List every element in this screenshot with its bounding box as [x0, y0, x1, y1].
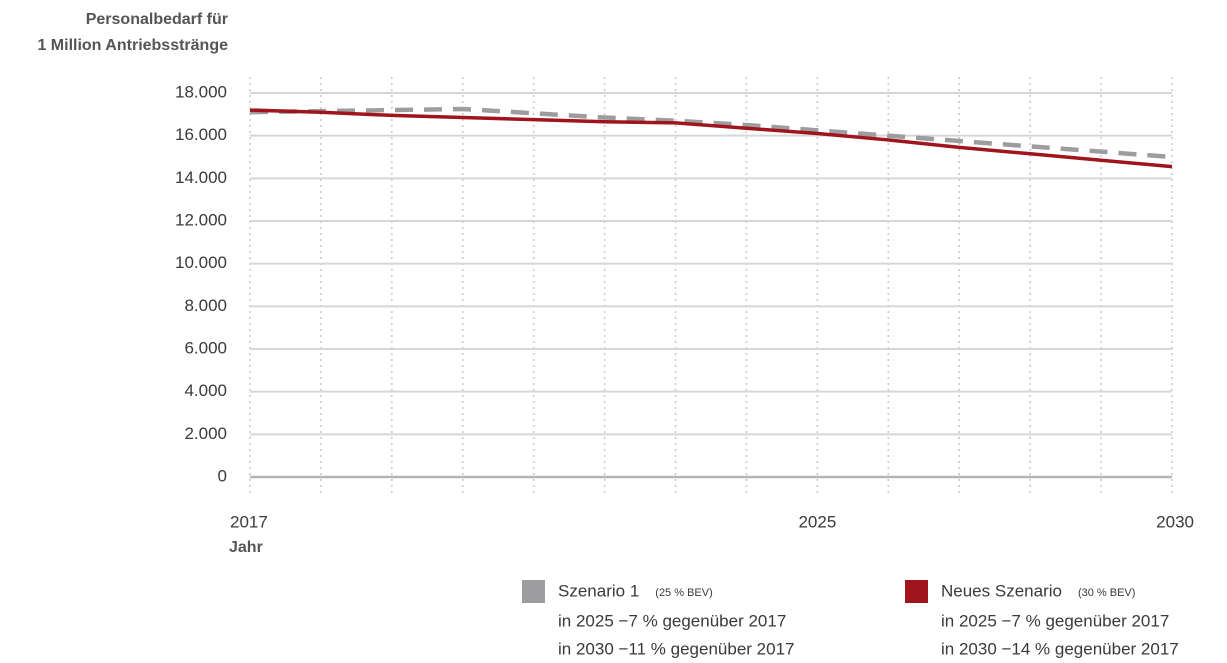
y-tick-label: 6.000	[184, 338, 227, 357]
x-tick-label: 2025	[798, 512, 836, 531]
y-tick-label: 16.000	[175, 125, 227, 144]
x-tick-label: 2030	[1156, 512, 1194, 531]
legend-annotation: in 2025 −7 % gegenüber 2017	[558, 611, 786, 630]
legend-note: (30 % BEV)	[1078, 587, 1135, 599]
y-axis-label: Personalbedarf für	[86, 11, 228, 28]
y-tick-label: 12.000	[175, 210, 227, 229]
y-tick-label: 14.000	[175, 168, 227, 187]
y-tick-label: 10.000	[175, 253, 227, 272]
y-tick-label: 2.000	[184, 424, 227, 443]
y-tick-label: 0	[218, 466, 227, 485]
x-axis-label: Jahr	[229, 539, 263, 556]
line-series	[249, 106, 1173, 160]
legend-label: Neues Szenario	[941, 581, 1062, 600]
legend-annotation: in 2025 −7 % gegenüber 2017	[941, 611, 1169, 630]
x-tick-label: 2017	[230, 512, 268, 531]
y-tick-label: 18.000	[175, 82, 227, 101]
legend-swatch	[522, 580, 545, 603]
y-tick-label: 8.000	[184, 296, 227, 315]
legend-label: Szenario 1	[558, 581, 639, 600]
line-series	[249, 108, 1173, 169]
legend-annotation: in 2030 −11 % gegenüber 2017	[558, 639, 794, 658]
legend-note: (25 % BEV)	[655, 587, 712, 599]
legend-annotation: in 2030 −14 % gegenüber 2017	[941, 639, 1179, 658]
y-tick-label: 4.000	[184, 381, 227, 400]
legend-swatch	[905, 580, 928, 603]
y-axis-label: 1 Million Antriebsstränge	[37, 37, 228, 54]
